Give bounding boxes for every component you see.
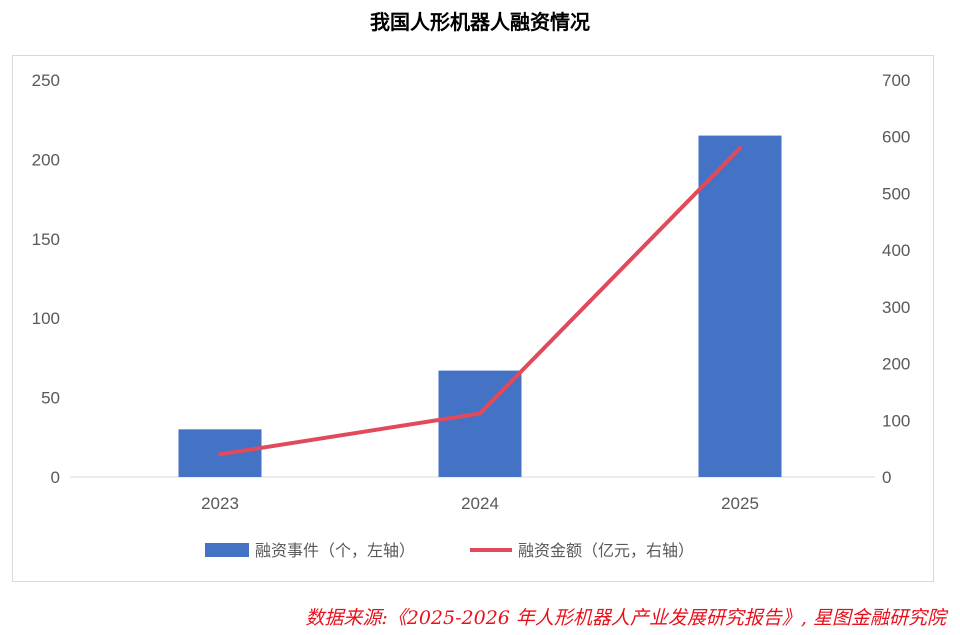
x-tick-label: 2025 — [721, 494, 759, 513]
y-right-tick-label: 700 — [882, 71, 910, 90]
y-right-tick-label: 600 — [882, 128, 910, 147]
y-right-tick-label: 300 — [882, 298, 910, 317]
y-left-tick-label: 200 — [32, 150, 60, 169]
y-right-tick-label: 200 — [882, 355, 910, 374]
y-right-tick-label: 0 — [882, 468, 891, 487]
x-tick-label: 2023 — [201, 494, 239, 513]
y-right-tick-label: 100 — [882, 411, 910, 430]
y-left-tick-label: 0 — [51, 468, 60, 487]
legend-swatch-bar — [205, 543, 249, 557]
x-tick-label: 2024 — [461, 494, 499, 513]
source-note: 数据来源:《2025-2026 年人形机器人产业发展研究报告》, 星图金融研究院 — [305, 607, 946, 629]
bar-financing-events — [698, 135, 782, 477]
y-left-tick-label: 50 — [41, 389, 60, 408]
chart-frame — [12, 55, 934, 582]
y-left-tick-label: 250 — [32, 71, 60, 90]
legend-label-line: 融资金额（亿元，右轴） — [518, 541, 694, 560]
bar-financing-events — [438, 370, 522, 477]
legend-label-bar: 融资事件（个，左轴） — [255, 541, 415, 560]
y-left-tick-label: 150 — [32, 230, 60, 249]
y-right-tick-label: 500 — [882, 184, 910, 203]
y-right-tick-label: 400 — [882, 241, 910, 260]
y-left-tick-label: 100 — [32, 309, 60, 328]
chart-title: 我国人形机器人融资情况 — [370, 10, 590, 34]
